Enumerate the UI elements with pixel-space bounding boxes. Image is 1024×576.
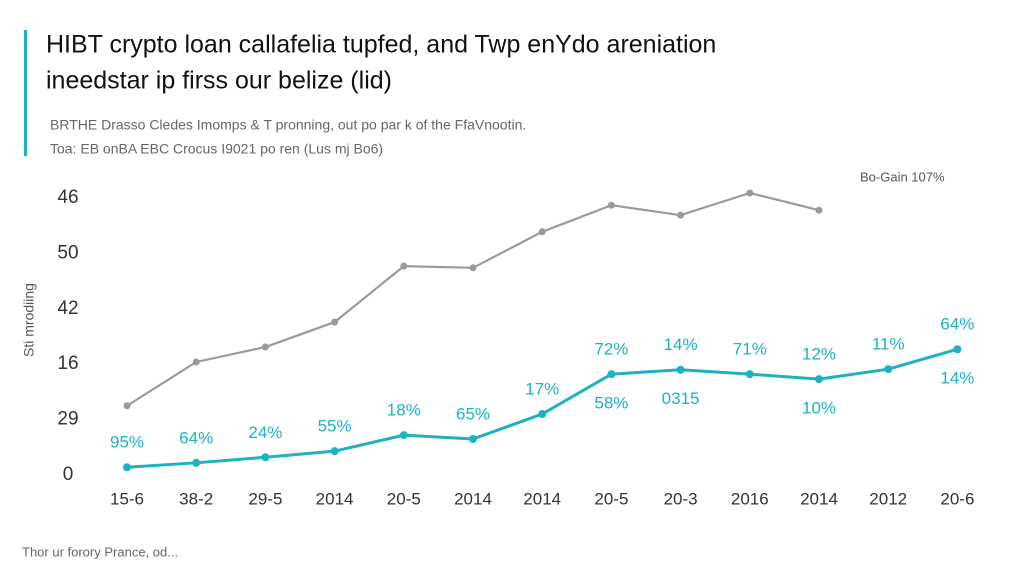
point (746, 189, 754, 197)
point (745, 370, 754, 379)
data-label: 64% (179, 428, 213, 447)
data-label: 64% (940, 315, 974, 334)
point (538, 410, 547, 419)
point (331, 318, 339, 326)
data-label: 65% (456, 404, 490, 423)
data-label: 95% (110, 433, 144, 452)
x-tick-label: 15-6 (110, 489, 144, 508)
chart-title: HIBT crypto loan callafelia tupfed, and … (46, 31, 716, 59)
x-tick-label: 20-3 (664, 489, 698, 508)
point (607, 370, 616, 379)
y-tick-label: 0 (63, 464, 74, 485)
point (261, 453, 270, 462)
x-tick-label: 20-5 (594, 489, 628, 508)
x-tick-label: 20-6 (940, 489, 974, 508)
data-label: 11% (872, 335, 905, 354)
point (469, 434, 477, 443)
data-label: 0315 (662, 389, 700, 408)
subtitle: BRTHE Drasso Cledes Imomps & T pronning,… (50, 117, 526, 133)
point (399, 431, 408, 440)
x-tick-label: 38-2 (179, 489, 213, 508)
data-label: 10% (802, 399, 836, 418)
y-tick-label: 16 (57, 353, 78, 374)
y-tick-label: 46 (57, 187, 78, 208)
point (192, 458, 201, 467)
point (815, 375, 823, 384)
data-label: 14% (664, 335, 698, 354)
data-label: 71% (733, 340, 767, 359)
y-axis-label: Sti mrodiing (21, 283, 37, 357)
x-tick-label: 2014 (800, 489, 838, 508)
data-label: 12% (802, 345, 836, 364)
point (400, 262, 408, 270)
point (607, 201, 615, 209)
y-tick-label: 50 (57, 242, 78, 263)
x-tick-label: 2014 (523, 489, 561, 508)
y-tick-label: 29 (57, 409, 78, 430)
point (330, 447, 339, 456)
note: Bo-Gain 107% (860, 169, 945, 184)
point (953, 345, 962, 354)
subtitle: Toa: EB onBA EBC Crocus I9021 po ren (Lu… (50, 141, 383, 157)
point (538, 228, 546, 236)
x-tick-label: 29-5 (248, 489, 282, 508)
x-tick-label: 20-5 (387, 489, 421, 508)
data-label: 58% (594, 394, 628, 413)
x-tick-label: 2014 (316, 489, 354, 508)
point (884, 365, 893, 374)
y-tick-label: 42 (57, 298, 78, 319)
x-tick-label: 2016 (731, 489, 769, 508)
chart-title: ineedstar ip firss our belize (lid) (46, 67, 392, 95)
accent-bar (24, 30, 27, 156)
point (677, 211, 685, 219)
data-label: 14% (940, 369, 974, 388)
point (676, 365, 685, 374)
point (192, 358, 200, 366)
point (261, 343, 269, 351)
data-label: 24% (248, 423, 282, 442)
point (469, 264, 477, 272)
data-label: 55% (318, 417, 352, 436)
data-label: 17% (525, 380, 559, 399)
data-label: 72% (594, 340, 628, 359)
point (123, 402, 131, 410)
point (123, 463, 131, 472)
x-tick-label: 2012 (869, 489, 907, 508)
data-label: 18% (387, 401, 421, 420)
footer: Thor ur forory Prance, od... (22, 544, 178, 559)
point (815, 206, 823, 214)
x-tick-label: 2014 (454, 489, 492, 508)
